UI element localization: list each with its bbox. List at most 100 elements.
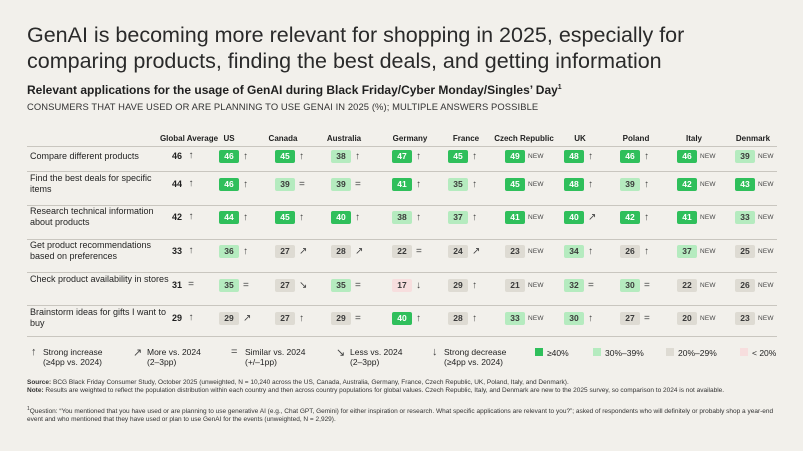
trend-icon: ↗ [472,246,481,257]
row-divider [27,336,777,337]
legend-similar-label: Similar vs. 2024 [245,347,306,357]
value-chip: 40 [331,211,351,224]
value-chip: 26 [735,279,755,292]
chart-description: CONSUMERS THAT HAVE USED OR ARE PLANNING… [27,101,539,112]
legend-swatch-ge40 [535,348,543,356]
more-icon: ↗ [133,347,143,359]
new-badge: NEW [758,153,774,160]
row-label: Compare different products [30,151,139,161]
value-chip: 21 [505,279,525,292]
new-badge: NEW [758,248,774,255]
value-chip: 37 [448,211,468,224]
row-divider [27,272,777,273]
column-header: Czech Republic [494,134,554,143]
value-chip: 38 [331,150,351,163]
new-badge: NEW [528,282,544,289]
legend-more-label: More vs. 2024 [147,347,201,357]
legend-bin-30-39: 30%–39% [605,348,644,358]
chart-subtitle: Relevant applications for the usage of G… [27,83,562,97]
column-header: Australia [326,134,362,143]
value-chip: 45 [448,150,468,163]
value-chip: 33 [505,312,525,325]
value-chip: 40 [392,312,412,325]
source-text: BCG Black Friday Consumer Study, October… [53,379,569,386]
value-chip: 48 [564,150,584,163]
trend-icon: ↑ [644,246,649,257]
trend-icon: ↑ [644,212,649,223]
column-header: Canada [268,134,298,143]
column-header: Poland [622,134,650,143]
trend-icon: ↑ [588,313,593,324]
value-chip: 46 [219,150,239,163]
new-badge: NEW [700,214,716,221]
value-chip: 37 [677,245,697,258]
row-divider [27,305,777,306]
trend-icon: ↑ [188,150,194,161]
trend-icon: = [644,313,650,324]
legend-more: More vs. 2024 (2–3pp) [147,347,201,367]
legend-strong-increase-label: Strong increase [43,347,103,357]
value-chip: 26 [620,245,640,258]
question-text: Question: “You mentioned that you have u… [27,408,774,424]
value-chip: 27 [275,312,295,325]
subtitle-footnote-marker: 1 [557,84,562,91]
value-chip: 35 [219,279,239,292]
trend-icon: ↑ [188,211,194,222]
value-chip: 39 [275,178,295,191]
legend-swatch-30-39 [593,348,601,356]
trend-icon: = [188,279,194,290]
new-badge: NEW [758,214,774,221]
value-chip: 32 [564,279,584,292]
legend-bin-20-29: 20%–29% [678,348,717,358]
column-header: UK [574,134,586,143]
global-average-value: 33 [171,246,182,256]
new-badge: NEW [528,181,544,188]
strong-increase-icon: ↑ [31,346,37,358]
trend-icon: ↑ [355,151,360,162]
trend-icon: ↑ [644,179,649,190]
new-badge: NEW [700,181,716,188]
legend-bin-ge40: ≥40% [547,348,569,358]
value-chip: 41 [505,211,525,224]
trend-icon: = [644,280,650,291]
trend-icon: = [416,246,422,257]
trend-icon: ↑ [243,179,248,190]
trend-icon: ↑ [188,245,194,256]
subtitle-text: Relevant applications for the usage of G… [27,83,558,97]
global-average-value: 31 [171,280,182,290]
global-average-value: 42 [171,212,182,222]
value-chip: 28 [448,312,468,325]
legend-strong-decrease: Strong decrease (≥4pp vs. 2024) [444,347,506,367]
new-badge: NEW [528,214,544,221]
legend-similar: Similar vs. 2024 (+/–1pp) [245,347,305,367]
value-chip: 22 [392,245,412,258]
new-badge: NEW [758,181,774,188]
legend-strong-increase-sub: (≥4pp vs. 2024) [43,357,103,367]
legend-less-label: Less vs. 2024 [350,347,403,357]
footnote-note: Note: Results are weighted to reflect th… [27,387,787,395]
trend-icon: = [588,280,594,291]
value-chip: 39 [620,178,640,191]
new-badge: NEW [528,153,544,160]
global-average-value: 44 [171,179,182,189]
column-header: Germany [392,134,428,143]
legend-swatch-20-29 [666,348,674,356]
new-badge: NEW [758,315,774,322]
value-chip: 42 [677,178,697,191]
trend-icon: ↑ [299,212,304,223]
value-chip: 41 [392,178,412,191]
column-header: France [452,134,480,143]
question-footnote-marker: 1 [27,406,30,412]
value-chip: 45 [275,211,295,224]
trend-icon: ↑ [188,178,194,189]
trend-icon: ↗ [355,246,364,257]
value-chip: 40 [564,211,584,224]
new-badge: NEW [700,153,716,160]
value-chip: 24 [448,245,468,258]
value-chip: 46 [677,150,697,163]
value-chip: 25 [735,245,755,258]
new-badge: NEW [758,282,774,289]
legend-strong-increase: Strong increase (≥4pp vs. 2024) [43,347,103,367]
trend-icon: ↑ [472,280,477,291]
trend-icon: ↑ [588,246,593,257]
